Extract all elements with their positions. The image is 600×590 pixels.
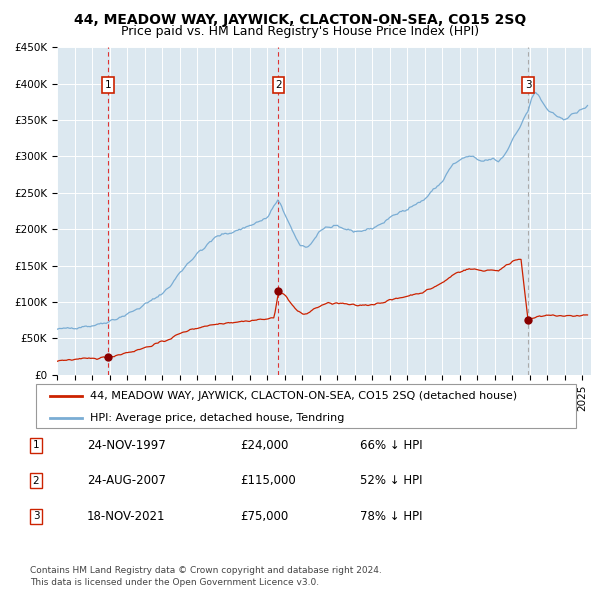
Text: 66% ↓ HPI: 66% ↓ HPI [360,439,422,452]
Text: £115,000: £115,000 [240,474,296,487]
Text: 52% ↓ HPI: 52% ↓ HPI [360,474,422,487]
Text: 1: 1 [32,441,40,450]
Text: 2: 2 [275,80,282,90]
Text: 24-NOV-1997: 24-NOV-1997 [87,439,166,452]
Text: 3: 3 [32,512,40,521]
Text: 44, MEADOW WAY, JAYWICK, CLACTON-ON-SEA, CO15 2SQ (detached house): 44, MEADOW WAY, JAYWICK, CLACTON-ON-SEA,… [90,391,517,401]
Text: Contains HM Land Registry data © Crown copyright and database right 2024.
This d: Contains HM Land Registry data © Crown c… [30,566,382,587]
Text: 1: 1 [104,80,111,90]
Text: £75,000: £75,000 [240,510,288,523]
FancyBboxPatch shape [36,384,576,428]
Text: £24,000: £24,000 [240,439,289,452]
Text: 24-AUG-2007: 24-AUG-2007 [87,474,166,487]
Text: 44, MEADOW WAY, JAYWICK, CLACTON-ON-SEA, CO15 2SQ: 44, MEADOW WAY, JAYWICK, CLACTON-ON-SEA,… [74,13,526,27]
Text: 3: 3 [524,80,531,90]
Text: HPI: Average price, detached house, Tendring: HPI: Average price, detached house, Tend… [90,413,344,423]
Text: 2: 2 [32,476,40,486]
Text: 18-NOV-2021: 18-NOV-2021 [87,510,166,523]
Text: Price paid vs. HM Land Registry's House Price Index (HPI): Price paid vs. HM Land Registry's House … [121,25,479,38]
Text: 78% ↓ HPI: 78% ↓ HPI [360,510,422,523]
